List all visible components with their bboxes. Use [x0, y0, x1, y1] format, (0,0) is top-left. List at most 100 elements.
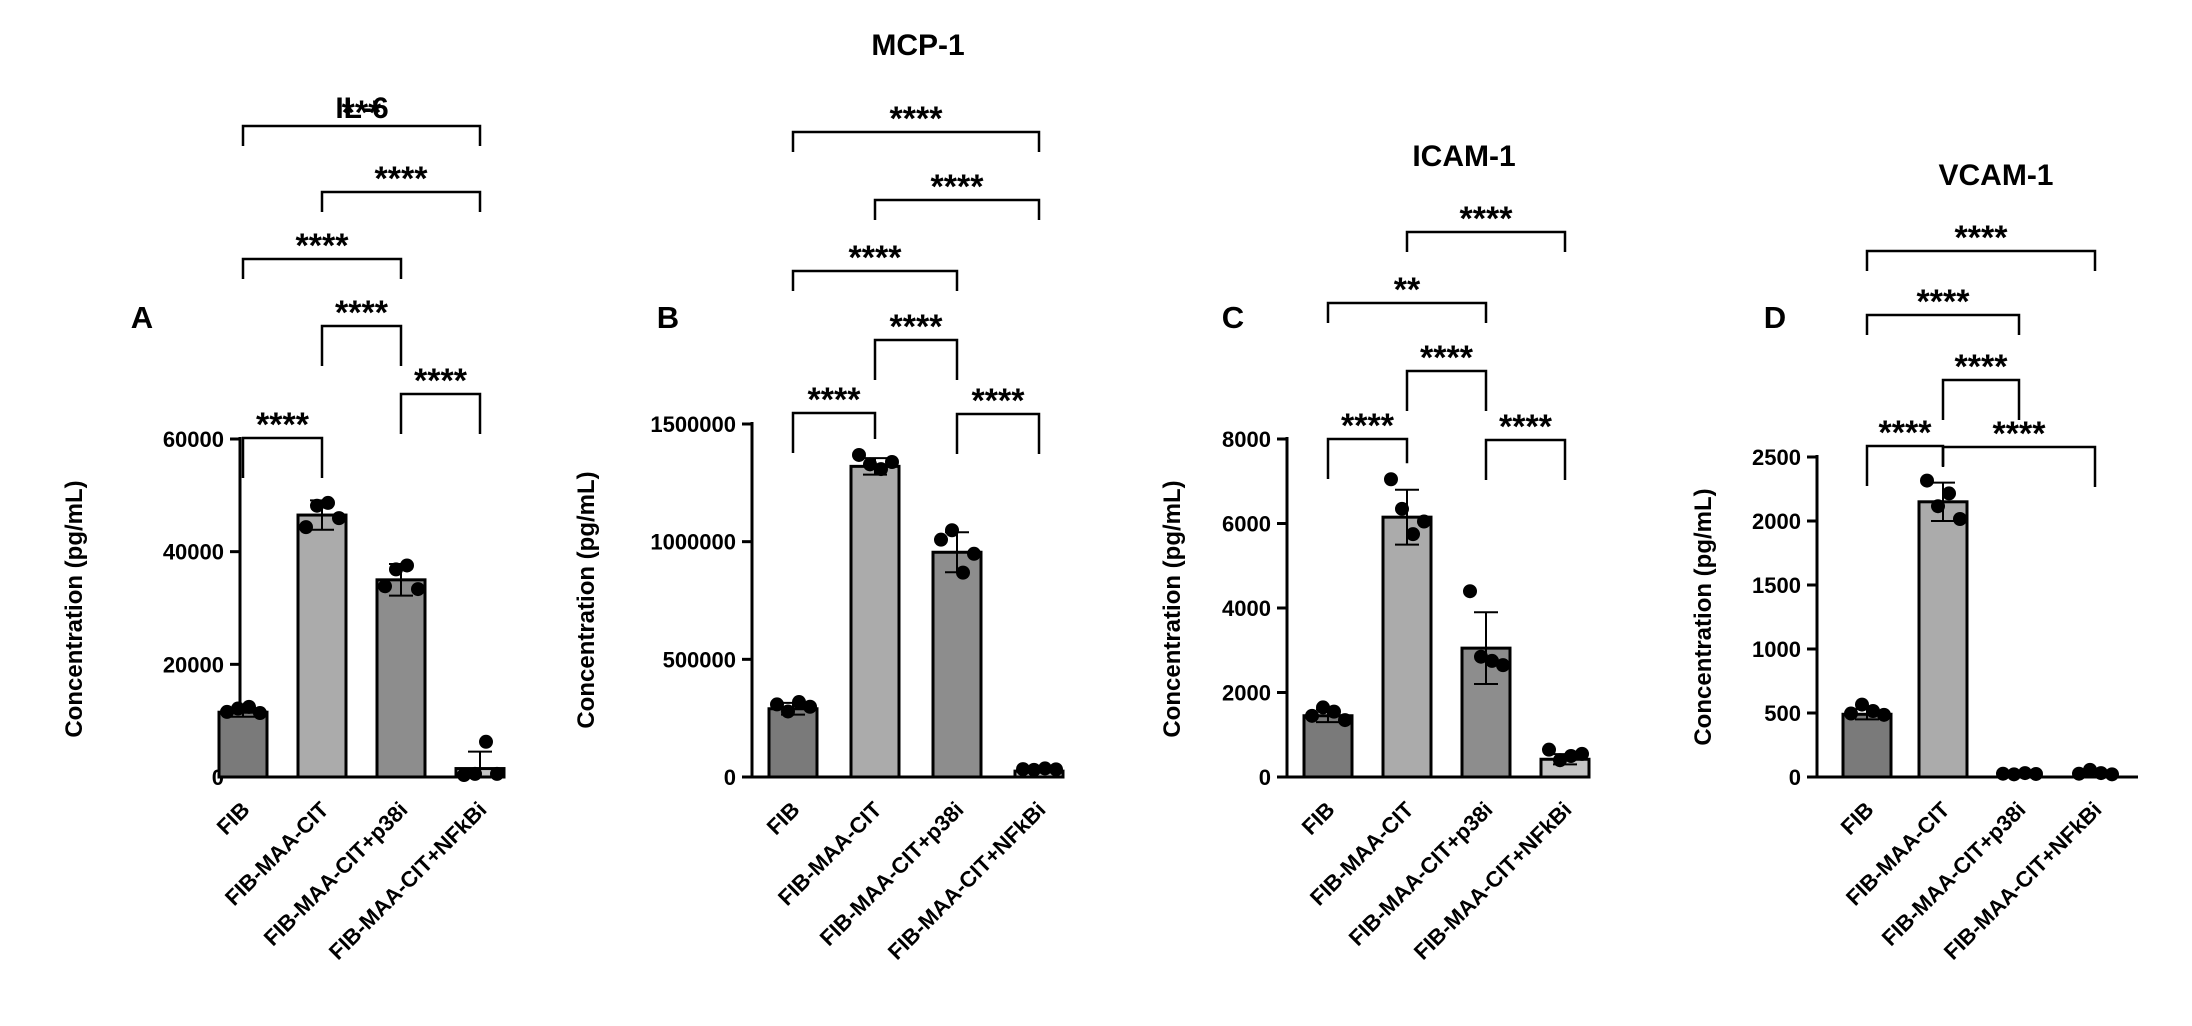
- data-point: [1485, 653, 1499, 668]
- y-tick-label: 0: [1789, 765, 1801, 790]
- data-point: [1338, 713, 1352, 728]
- data-point: [1474, 649, 1488, 664]
- significance-bracket: [873, 198, 1041, 220]
- chart-title: ICAM-1: [1412, 140, 1515, 173]
- data-point: [770, 697, 784, 712]
- significance-bracket: [1865, 313, 2021, 335]
- significance-label: **: [1394, 271, 1421, 309]
- bar: [849, 464, 901, 779]
- significance-label: ****: [1917, 283, 1971, 321]
- y-tick-label: 1500000: [650, 412, 736, 437]
- data-point: [1395, 501, 1409, 516]
- data-point: [299, 520, 313, 535]
- significance-label: ****: [1879, 414, 1933, 452]
- panel-b: MCP-1 B Concentration (pg/mL) 0 500000 100000…: [573, 29, 1065, 965]
- data-point: [1996, 766, 2010, 781]
- data-point: [231, 701, 245, 716]
- y-tick-label: 2500: [1752, 445, 1801, 470]
- data-point: [2007, 767, 2021, 782]
- significance-label: ****: [890, 308, 944, 346]
- significance-bracket: [1484, 438, 1567, 480]
- significance-bracket: [791, 130, 1041, 152]
- significance-label: ***: [342, 94, 382, 132]
- significance-label: ****: [1341, 407, 1395, 445]
- significance-label: ****: [296, 227, 350, 265]
- y-tick-label: 60000: [163, 427, 224, 452]
- panel-letter: C: [1222, 300, 1244, 335]
- data-point: [1027, 762, 1041, 777]
- significance-bracket: [955, 412, 1041, 454]
- data-point: [1575, 746, 1589, 761]
- y-tick-label: 4000: [1222, 596, 1271, 621]
- y-tick-label: 2000: [1222, 681, 1271, 706]
- data-point: [242, 699, 256, 714]
- significance-bracket: [1326, 437, 1409, 479]
- data-point: [781, 704, 795, 719]
- data-point: [1038, 761, 1052, 776]
- x-tick-label: FIB-MAA-CIT+p38i: [1877, 797, 2031, 951]
- significance-bracket: [241, 257, 403, 279]
- panel-letter: B: [657, 300, 679, 335]
- panel-letter: A: [131, 300, 153, 335]
- significance-label: ****: [335, 294, 389, 332]
- significance-label: ****: [890, 100, 944, 138]
- y-tick-label: 0: [1259, 765, 1271, 790]
- y-tick-label: 0: [724, 765, 736, 790]
- x-tick-label: FIB-MAA-CIT+p38i: [815, 797, 969, 951]
- data-point: [863, 457, 877, 472]
- significance-label: ****: [1955, 219, 2009, 257]
- data-point: [220, 704, 234, 719]
- significance-label: ****: [1499, 408, 1553, 446]
- y-tick-label: 1500: [1752, 573, 1801, 598]
- data-point: [1327, 704, 1341, 719]
- data-point: [2072, 766, 2086, 781]
- bar: [296, 513, 348, 779]
- significance-bracket: [320, 324, 403, 366]
- chart-title: MCP-1: [871, 29, 964, 62]
- panel-letter: D: [1764, 300, 1786, 335]
- bar: [375, 578, 427, 779]
- data-point: [1855, 697, 1869, 712]
- significance-label: ****: [1993, 415, 2047, 453]
- x-tick-label: FIB-MAA-CIT+NFkBi: [883, 797, 1051, 965]
- data-point: [803, 699, 817, 714]
- data-point: [1553, 753, 1567, 768]
- y-tick-label: 500: [1764, 701, 1801, 726]
- data-point: [1564, 748, 1578, 763]
- significance-label: ****: [1460, 200, 1514, 238]
- significance-bracket: [1405, 369, 1488, 411]
- significance-bracket: [873, 338, 959, 380]
- data-point: [885, 455, 899, 470]
- y-axis-label: Concentration (pg/mL): [1159, 480, 1186, 737]
- significance-label: ****: [931, 168, 985, 206]
- data-point: [1542, 742, 1556, 757]
- bar: [217, 710, 269, 779]
- y-tick-label: 1000: [1752, 637, 1801, 662]
- significance-label: ****: [414, 362, 468, 400]
- data-point: [967, 546, 981, 561]
- significance-bracket: [791, 269, 959, 291]
- data-point: [874, 462, 888, 477]
- panel-c: ICAM-1 C Concentration (pg/mL) 0 2000 4000 600…: [1159, 140, 1591, 964]
- x-tick-label: FIB: [212, 797, 255, 840]
- y-tick-label: 6000: [1222, 512, 1271, 537]
- data-point: [1049, 762, 1063, 777]
- data-point: [2018, 766, 2032, 781]
- data-point: [1016, 762, 1030, 777]
- data-point: [1417, 514, 1431, 529]
- data-point: [1877, 707, 1891, 722]
- y-tick-label: 2000: [1752, 509, 1801, 534]
- significance-bracket: [1941, 378, 2021, 420]
- x-tick-label: FIB: [762, 797, 805, 840]
- data-point: [2105, 767, 2119, 782]
- x-tick-label: FIB-MAA-CIT+NFkBi: [324, 797, 492, 965]
- data-point: [1942, 486, 1956, 501]
- bar: [1841, 712, 1893, 779]
- panel-d: VCAM-1 D Concentration (pg/mL) 0 500 1000 1500…: [1690, 159, 2138, 964]
- data-point: [2029, 766, 2043, 781]
- data-point: [479, 734, 493, 749]
- data-point: [1920, 473, 1934, 488]
- data-point: [1384, 472, 1398, 487]
- data-point: [310, 498, 324, 513]
